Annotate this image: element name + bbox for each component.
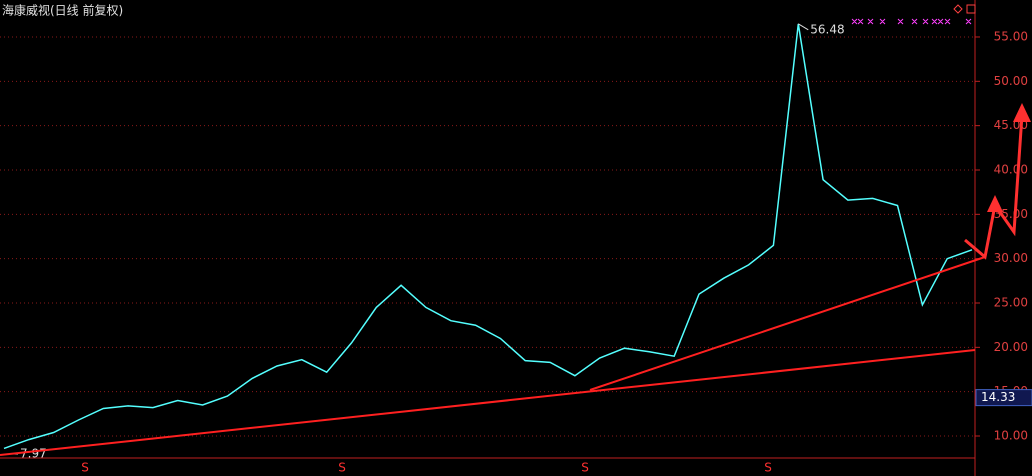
signal-crosses — [851, 18, 972, 25]
y-tick-label: 50.00 — [994, 74, 1028, 88]
y-tick-label: 10.00 — [994, 429, 1028, 443]
arrow-head — [987, 195, 1003, 212]
signal-label: S — [81, 461, 89, 475]
signal-label: S — [764, 461, 772, 475]
high-pointer — [797, 23, 809, 31]
icon-square — [966, 4, 976, 14]
trend-line — [0, 349, 976, 456]
trend-line — [589, 256, 986, 391]
chart-title: 海康威视(日线 前复权) — [2, 3, 123, 18]
icon-diamond — [953, 4, 963, 14]
signal-label: S — [581, 461, 589, 475]
y-tick-label: 55.00 — [994, 29, 1028, 43]
price-line — [3, 23, 973, 450]
y-tick-label: 30.00 — [994, 251, 1028, 265]
high-label: 56.48 — [810, 22, 844, 36]
y-tick-label: 25.00 — [994, 295, 1028, 309]
signal-label: S — [338, 461, 346, 475]
arrow-head — [1013, 103, 1031, 122]
price-marker-box — [975, 389, 1032, 407]
y-tick-label: 40.00 — [994, 162, 1028, 176]
price-marker-label: 14.33 — [981, 390, 1015, 404]
low-label: 7.97 — [20, 447, 47, 461]
y-tick-label: 20.00 — [994, 340, 1028, 354]
